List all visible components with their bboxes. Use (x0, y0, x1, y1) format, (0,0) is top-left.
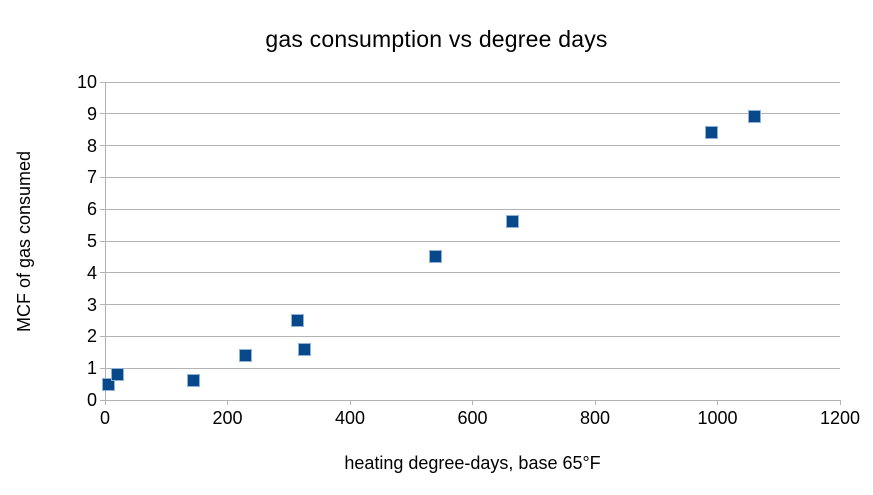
y-tick (100, 240, 105, 242)
y-tick-label: 6 (86, 199, 97, 220)
y-gridline (105, 240, 840, 242)
x-tick-label: 400 (334, 408, 366, 428)
y-tick (100, 272, 105, 274)
data-point (239, 348, 253, 362)
y-tick-label: 10 (76, 72, 97, 92)
x-axis-title: heating degree-days, base 65°F (344, 453, 601, 473)
y-tick-label: 9 (86, 103, 97, 124)
x-tick-label: 800 (579, 408, 611, 428)
data-point (747, 110, 761, 124)
y-tick-label: 4 (86, 262, 97, 283)
y-gridline (105, 113, 840, 115)
data-point (187, 374, 201, 388)
y-tick (100, 176, 105, 178)
y-tick (100, 304, 105, 306)
x-tick-label: 200 (212, 408, 243, 428)
x-tick-label: 1000 (697, 408, 738, 428)
y-tick-label: 0 (86, 390, 97, 410)
y-gridline (105, 335, 840, 337)
chart-title: gas consumption vs degree days (265, 26, 608, 52)
y-tick-label: 1 (86, 358, 97, 379)
data-point (110, 368, 124, 382)
y-gridline (105, 81, 840, 83)
y-tick-label: 3 (86, 294, 97, 315)
data-point (704, 126, 718, 140)
x-tick (472, 400, 473, 405)
x-tick (594, 400, 596, 405)
y-gridline (105, 272, 840, 274)
y-tick (100, 145, 105, 147)
y-gridline (105, 208, 840, 210)
y-tick (100, 399, 105, 401)
y-tick (100, 367, 105, 369)
y-tick (100, 113, 105, 115)
x-tick (349, 400, 351, 405)
x-tick (839, 400, 841, 405)
y-tick-label: 7 (86, 167, 97, 188)
y-gridline (105, 176, 840, 178)
y-gridline (105, 367, 840, 369)
y-gridline (105, 145, 840, 147)
y-tick-label: 5 (86, 231, 97, 251)
x-tick (717, 400, 718, 405)
x-tick-label: 600 (457, 408, 488, 428)
x-tick-label: 1200 (819, 408, 861, 428)
y-axis-line (105, 82, 106, 405)
data-point (297, 342, 311, 356)
y-tick (100, 335, 105, 337)
data-point (505, 215, 519, 229)
x-tick (227, 400, 228, 405)
y-tick (100, 208, 105, 210)
x-tick (104, 400, 106, 405)
y-tick-label: 8 (86, 135, 97, 156)
y-gridline (105, 304, 840, 306)
y-tick (100, 81, 105, 83)
data-point (429, 250, 443, 264)
y-tick-label: 2 (86, 326, 97, 347)
x-tick-label: 0 (99, 408, 110, 428)
data-point (291, 314, 305, 327)
